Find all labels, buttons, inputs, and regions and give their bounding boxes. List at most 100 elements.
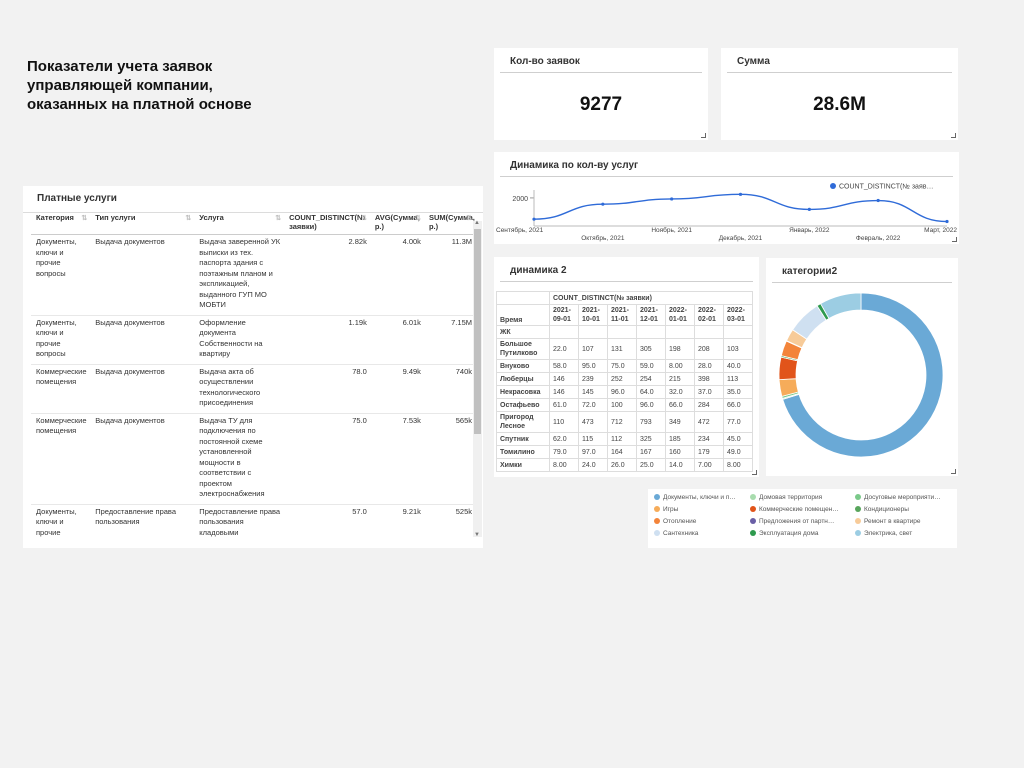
legend-label[interactable]: COUNT_DISTINCT(№ заяв… (839, 184, 933, 191)
pivot-corner (496, 291, 550, 305)
table-cell: Оформление документа Собственности на кв… (194, 315, 285, 365)
pivot-row-header: Пригород Лесное (496, 411, 550, 433)
pivot-cell: 179 (694, 445, 724, 459)
sort-icon[interactable]: ⇅ (81, 215, 88, 222)
legend-dot-icon (654, 518, 660, 524)
table-cell: Выдача документов (90, 234, 195, 316)
scroll-up-icon[interactable]: ▲ (474, 220, 480, 226)
data-point (807, 207, 811, 211)
pivot-row-header: Некрасовка (496, 385, 550, 399)
legend-item[interactable]: Досуговые мероприяти… (855, 494, 941, 501)
column-header-label: SUM(Сумма, р.) (428, 213, 475, 231)
resize-handle[interactable] (752, 470, 757, 475)
legend-item[interactable]: Коммерческие помещен… (750, 506, 839, 513)
x-tick-label: Октябрь, 2021 (581, 234, 625, 242)
column-header[interactable]: Тип услуги ⇅ (90, 211, 195, 235)
sort-icon[interactable]: ⇅ (466, 215, 472, 222)
table-cell: 4.00k (369, 234, 424, 316)
pivot-row: Пригород Лесное 110 473 712 793 349 472 77.0 (496, 411, 753, 433)
pivot-cell: 25.0 (636, 458, 666, 472)
pivot-column-header: 2022-02-01 (694, 304, 724, 326)
sort-icon[interactable]: ⇅ (275, 215, 282, 222)
pivot-cell: 95.0 (578, 359, 608, 373)
column-header[interactable]: AVG(Сумма, р.) ⇅ (369, 211, 424, 235)
pivot-row-dimension: ЖК (496, 325, 550, 339)
table-cell: Документы, ключи и прочие вопросы (31, 234, 91, 316)
legend-item[interactable]: Игры (654, 506, 678, 513)
pivot-card: динамика 2 COUNT_DISTINCT(№ заявки) Время… (494, 257, 759, 477)
scrollbar-thumb[interactable] (474, 229, 481, 434)
kpi-count-title: Кол-во заявок (500, 48, 702, 73)
pivot-cell: 185 (665, 432, 695, 446)
pivot-cell: 49.0 (723, 445, 753, 459)
legend-dot-icon (654, 530, 660, 536)
sort-icon[interactable]: ⇅ (185, 215, 192, 222)
table-cell: 9.21k (369, 504, 424, 541)
pivot-cell: 215 (665, 372, 695, 386)
column-header[interactable]: SUM(Сумма, р.) ⇅ (423, 211, 475, 235)
legend-item[interactable]: Сантехника (654, 530, 698, 537)
pivot-table: COUNT_DISTINCT(№ заявки) Время 2021-09-01 2… (496, 291, 753, 472)
pivot-empty-cell (607, 325, 637, 339)
table-cell: 740k (423, 364, 475, 414)
legend-item[interactable]: Ремонт в квартире (855, 518, 921, 525)
sort-icon[interactable]: ⇅ (360, 215, 367, 222)
legend-item[interactable]: Электрика, свет (855, 530, 912, 537)
pivot-row-header: Внуково (496, 359, 550, 373)
column-header[interactable]: COUNT_DISTINCT(№ заявки) ⇅ (284, 211, 370, 235)
table-cell: Выдача акта об осуществлении технологиче… (194, 364, 285, 414)
column-header[interactable]: Услуга ⇅ (194, 211, 285, 235)
sort-icon[interactable]: ⇅ (415, 215, 421, 222)
pie-slice[interactable] (820, 292, 862, 319)
table-cell: Выдача документов (90, 413, 195, 505)
services-table-card: Платные услуги Категория ⇅ Тип услуги ⇅ Услу… (23, 186, 483, 548)
legend-label: Досуговые мероприяти… (864, 494, 941, 501)
legend-item[interactable]: Домовая территория (750, 494, 822, 501)
pivot-empty-cell (636, 325, 666, 339)
pivot-row: Некрасовка 146 145 96.0 64.0 32.0 37.0 35.0 (496, 385, 753, 399)
series-line (533, 193, 948, 223)
pivot-cell: 167 (636, 445, 666, 459)
legend-item[interactable]: Документы, ключи и п… (654, 494, 736, 501)
pivot-cell: 58.0 (549, 359, 579, 373)
pivot-cell: 234 (694, 432, 724, 446)
pivot-cell: 75.0 (607, 359, 637, 373)
legend-label: Ремонт в квартире (864, 518, 921, 525)
resize-handle[interactable] (952, 237, 957, 242)
pivot-row-header: Томилино (496, 445, 550, 459)
table-cell: 565k (423, 413, 475, 505)
scroll-down-icon[interactable]: ▼ (474, 532, 480, 538)
pivot-cell: 110 (549, 411, 579, 433)
pivot-cell: 146 (549, 372, 579, 386)
data-point (532, 217, 536, 221)
pivot-cell: 35.0 (723, 385, 753, 399)
table-cell: 2.82k (284, 234, 370, 316)
line-chart-card: Динамика по кол-ву услуг 2000 Сентябрь, 2… (494, 152, 959, 244)
table-scrollbar[interactable]: ▲ ▼ (473, 220, 482, 538)
table-cell: Выдача заверенной УК выписки из тех. пас… (194, 234, 285, 316)
table-cell: Документы, ключи и прочие вопросы (31, 504, 91, 541)
column-header[interactable]: Категория ⇅ (31, 211, 91, 235)
kpi-count-value: 9277 (579, 94, 623, 115)
legend-item[interactable]: Кондиционеры (855, 506, 909, 513)
pivot-cell: 398 (694, 372, 724, 386)
legend-item[interactable]: Отопление (654, 518, 696, 525)
legend-item[interactable]: Эксплуатация дома (750, 530, 819, 537)
pivot-title: динамика 2 (500, 257, 753, 282)
legend-dot-icon (750, 518, 756, 524)
pivot-row: Химки 8.00 24.0 26.0 25.0 14.0 7.00 8.00 (496, 458, 753, 472)
column-header-label: Категория (36, 213, 74, 222)
pivot-cell: 61.0 (549, 398, 579, 412)
pivot-row-header: Химки (496, 458, 550, 472)
pivot-cell: 254 (636, 372, 666, 386)
resize-handle[interactable] (701, 133, 706, 138)
pivot-cell: 45.0 (723, 432, 753, 446)
resize-handle[interactable] (951, 133, 956, 138)
pivot-cell: 305 (636, 338, 666, 360)
legend-item[interactable]: Предложения от партн… (750, 518, 834, 525)
data-point (876, 198, 880, 203)
pie-slice[interactable] (782, 292, 944, 458)
pivot-empty-cell (549, 325, 579, 339)
resize-handle[interactable] (951, 469, 956, 474)
pivot-cell: 8.00 (549, 458, 579, 472)
